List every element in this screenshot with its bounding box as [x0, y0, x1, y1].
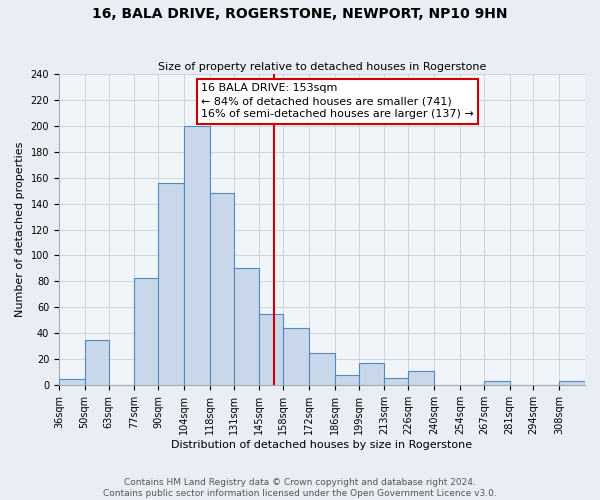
Text: Contains HM Land Registry data © Crown copyright and database right 2024.
Contai: Contains HM Land Registry data © Crown c… — [103, 478, 497, 498]
Bar — [184, 126, 210, 386]
Bar — [233, 268, 259, 386]
Bar — [158, 183, 184, 386]
Title: Size of property relative to detached houses in Rogerstone: Size of property relative to detached ho… — [158, 62, 486, 72]
Bar — [559, 382, 585, 386]
Bar — [359, 364, 385, 386]
Text: 16 BALA DRIVE: 153sqm
← 84% of detached houses are smaller (741)
16% of semi-det: 16 BALA DRIVE: 153sqm ← 84% of detached … — [201, 83, 473, 120]
Bar — [409, 371, 434, 386]
Bar — [385, 378, 409, 386]
Bar — [210, 193, 233, 386]
Bar — [59, 379, 85, 386]
Bar — [85, 340, 109, 386]
Bar — [259, 314, 283, 386]
Bar — [283, 328, 309, 386]
Bar — [134, 278, 158, 386]
Bar — [335, 375, 359, 386]
Y-axis label: Number of detached properties: Number of detached properties — [15, 142, 25, 317]
Text: 16, BALA DRIVE, ROGERSTONE, NEWPORT, NP10 9HN: 16, BALA DRIVE, ROGERSTONE, NEWPORT, NP1… — [92, 8, 508, 22]
Bar — [309, 353, 335, 386]
Bar — [484, 382, 509, 386]
X-axis label: Distribution of detached houses by size in Rogerstone: Distribution of detached houses by size … — [172, 440, 473, 450]
